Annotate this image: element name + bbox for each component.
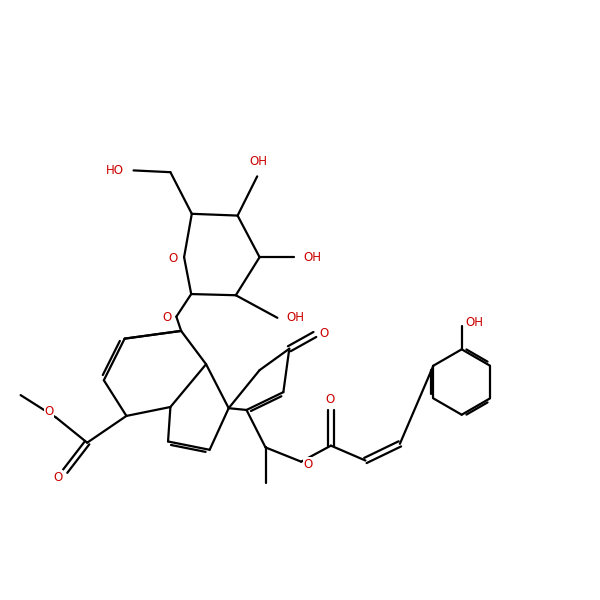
Text: O: O — [163, 311, 172, 325]
Text: OH: OH — [250, 155, 268, 168]
Text: OH: OH — [286, 311, 304, 325]
Text: O: O — [319, 327, 328, 340]
Text: O: O — [325, 393, 334, 406]
Text: HO: HO — [106, 164, 124, 177]
Text: O: O — [53, 470, 62, 484]
Text: O: O — [304, 458, 313, 470]
Text: O: O — [169, 252, 178, 265]
Text: OH: OH — [466, 316, 484, 329]
Text: OH: OH — [303, 251, 321, 264]
Text: O: O — [44, 405, 54, 418]
